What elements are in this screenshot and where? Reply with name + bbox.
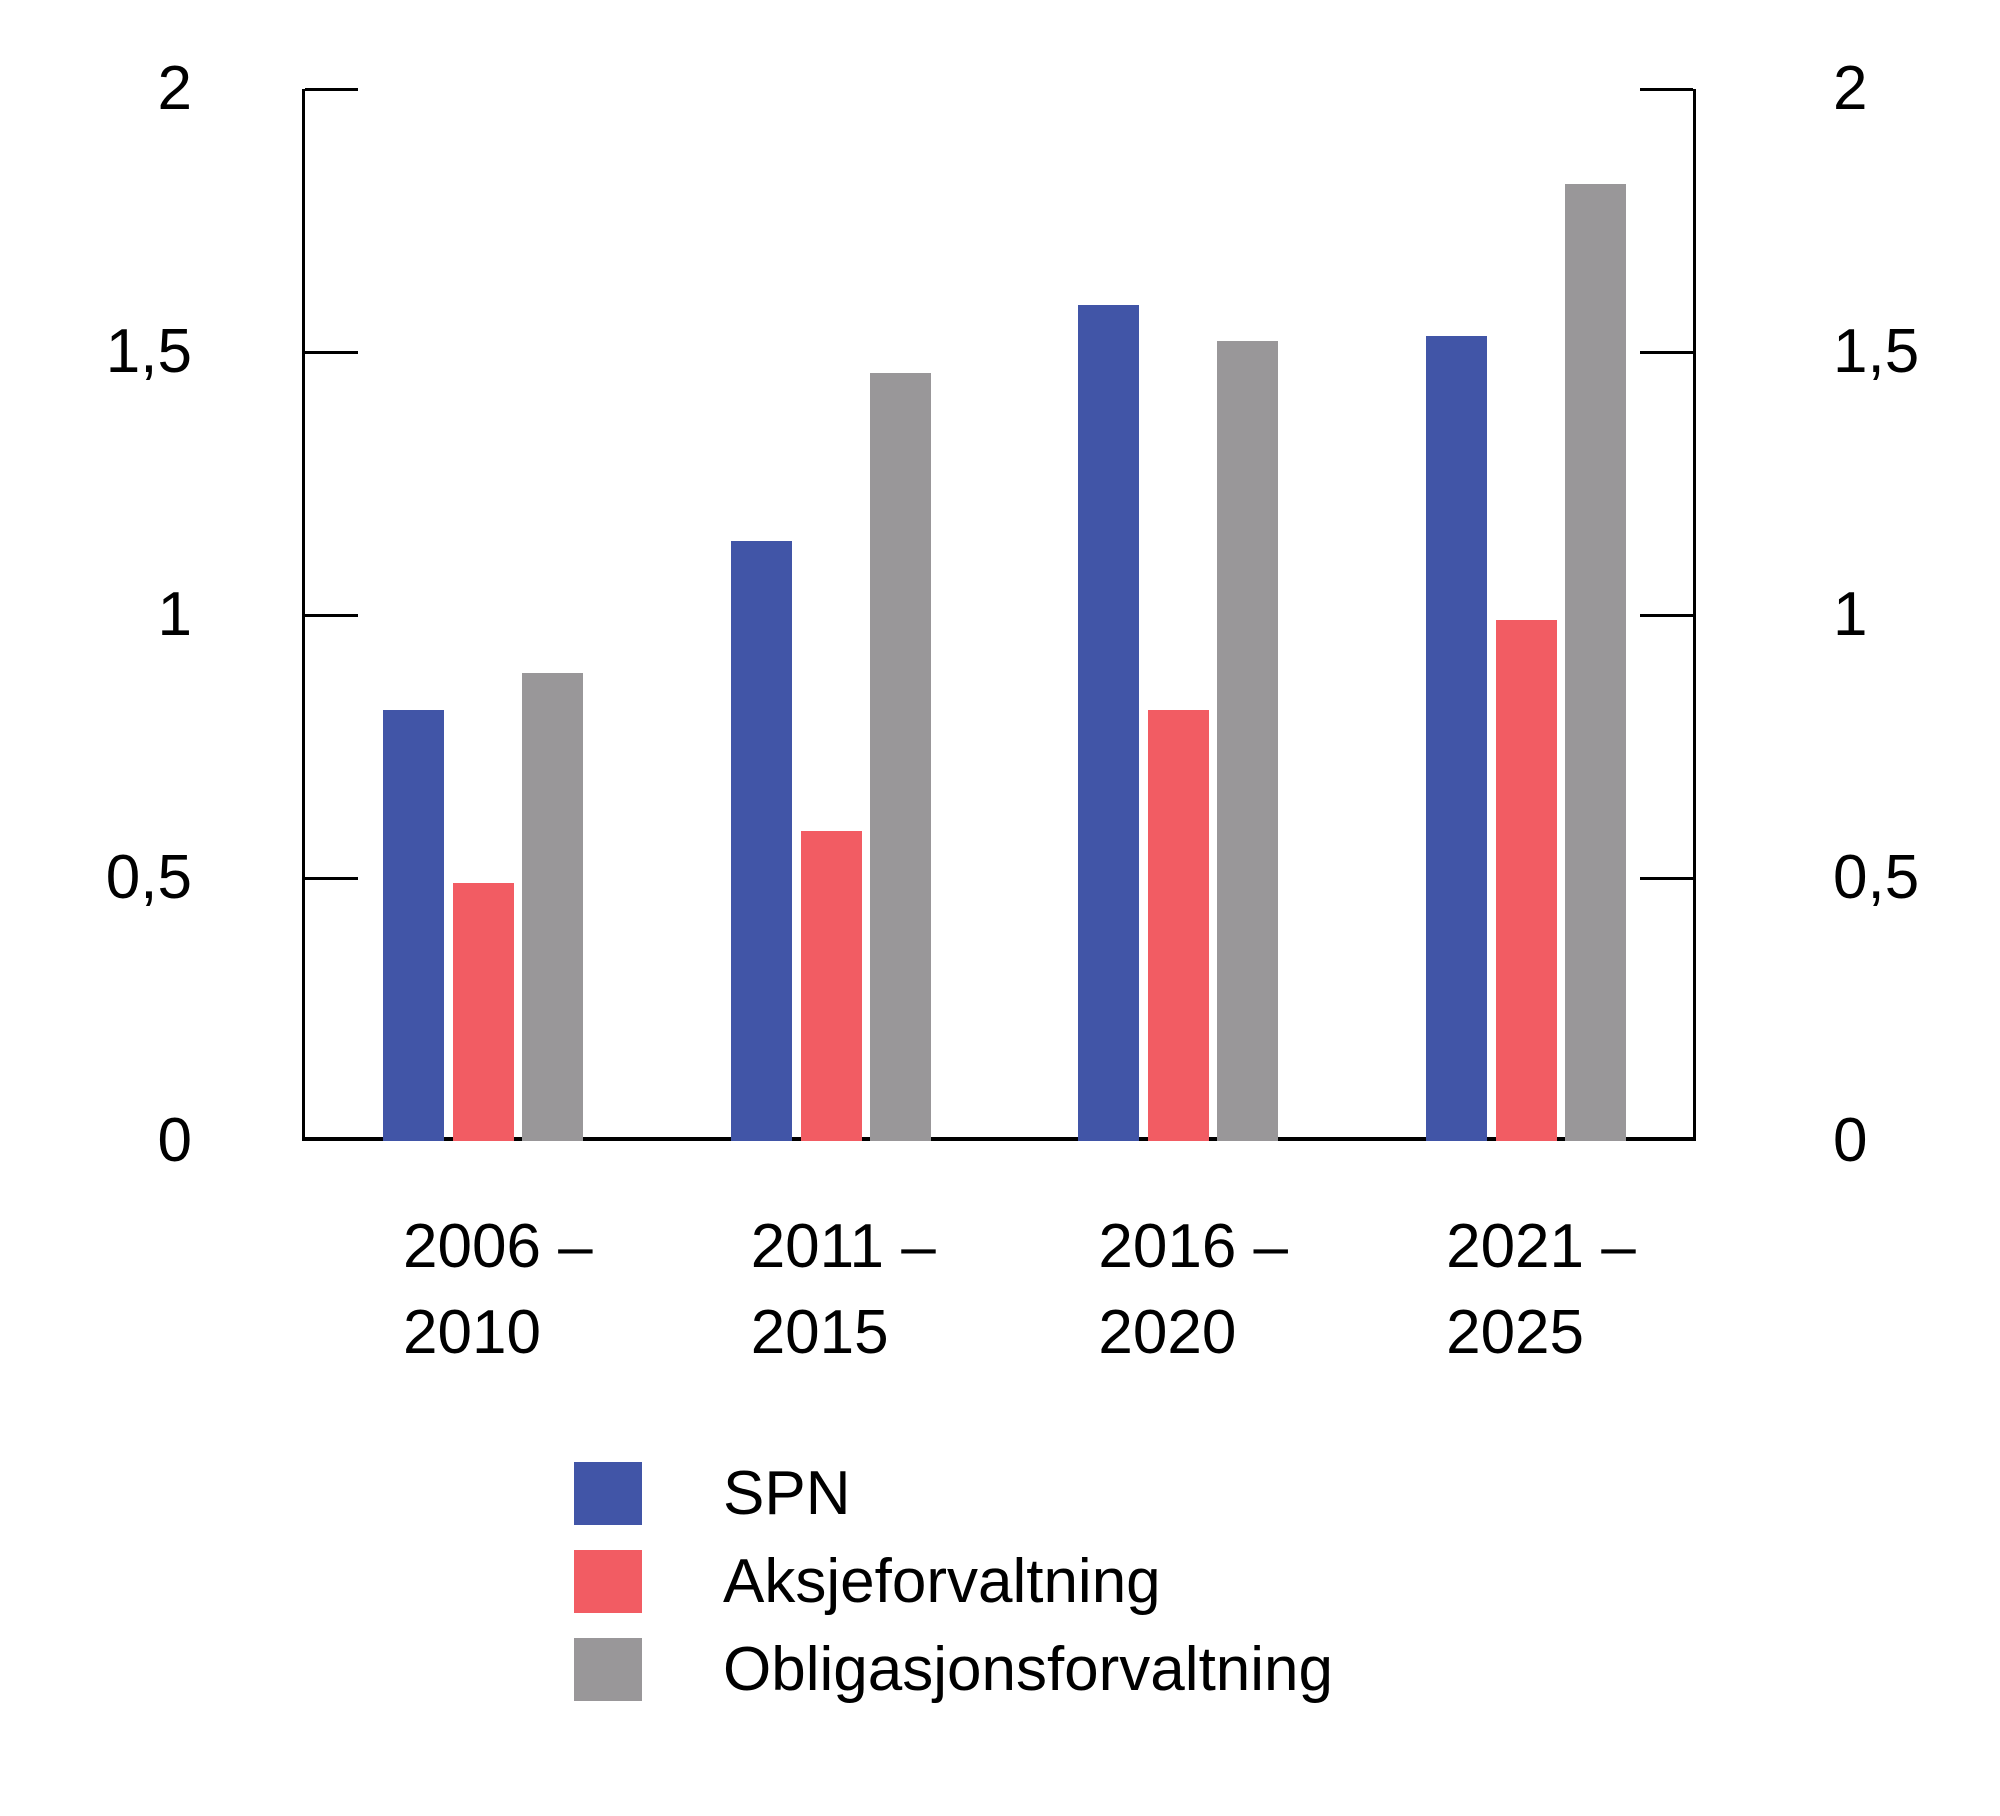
- bar-obligasjonsforvaltning-2006-2010: [522, 672, 583, 1141]
- legend-label-aksjeforvaltning: Aksjeforvaltning: [723, 1547, 1161, 1616]
- legend-item-aksjeforvaltning: Aksjeforvaltning: [574, 1547, 1333, 1616]
- y-tick-left-2: [305, 87, 358, 91]
- bar-spn-2016-2020: [1078, 304, 1140, 1141]
- bar-aksjeforvaltning-2006-2010: [453, 883, 514, 1141]
- legend-item-spn: SPN: [574, 1459, 1333, 1528]
- y-tick-right-0-5: [1640, 876, 1693, 880]
- y-axis-label-left-0-5: 0,5: [105, 843, 192, 912]
- y-axis-label-left-2: 2: [157, 54, 192, 123]
- y-tick-left-1-5: [305, 350, 358, 354]
- x-axis-label-2016-2020: 2016 – 2020: [1098, 1204, 1288, 1376]
- y-axis-label-left-1: 1: [157, 580, 192, 649]
- x-axis-label-2021-2025: 2021 – 2025: [1446, 1204, 1636, 1376]
- bar-spn-2006-2010: [383, 709, 444, 1141]
- bar-obligasjonsforvaltning-2011-2015: [869, 373, 931, 1141]
- x-axis-label-line2: 2025: [1446, 1298, 1585, 1367]
- x-axis-label-line2: 2015: [750, 1298, 889, 1367]
- legend-swatch-aksjeforvaltning: [574, 1550, 642, 1613]
- bar-spn-2011-2015: [730, 541, 792, 1141]
- y-tick-left-0-5: [305, 876, 358, 880]
- bar-spn-2021-2025: [1426, 336, 1488, 1141]
- x-axis-line: [302, 1137, 1696, 1141]
- x-axis-label-line1: 2011 –: [750, 1212, 936, 1281]
- x-axis-label-line1: 2021 –: [1446, 1212, 1636, 1281]
- y-axis-line-right: [1693, 89, 1696, 1141]
- y-tick-right-2: [1640, 87, 1693, 91]
- legend-swatch-spn: [574, 1462, 642, 1525]
- y-axis-line-left: [302, 89, 305, 1141]
- y-axis-label-right-2: 2: [1833, 54, 1868, 123]
- x-axis-label-line1: 2006 –: [403, 1212, 593, 1281]
- bar-obligasjonsforvaltning-2016-2020: [1217, 341, 1279, 1141]
- legend-item-obligasjonsforvaltning: Obligasjonsforvaltning: [574, 1635, 1333, 1704]
- y-tick-left-1: [305, 613, 358, 617]
- bar-obligasjonsforvaltning-2021-2025: [1565, 183, 1627, 1141]
- y-axis-label-left-0: 0: [157, 1106, 192, 1175]
- legend-swatch-obligasjonsforvaltning: [574, 1638, 642, 1701]
- y-tick-right-1: [1640, 613, 1693, 617]
- plot-area: [302, 87, 1696, 1141]
- y-axis-label-right-1: 1: [1833, 580, 1868, 649]
- x-axis-label-line2: 2010: [403, 1298, 541, 1367]
- x-axis-label-2011-2015: 2011 – 2015: [751, 1204, 936, 1376]
- y-axis-label-left-1-5: 1,5: [105, 317, 192, 386]
- y-axis-label-right-0: 0: [1833, 1106, 1868, 1175]
- bar-aksjeforvaltning-2011-2015: [800, 830, 862, 1141]
- bar-aksjeforvaltning-2016-2020: [1148, 709, 1210, 1141]
- x-axis-label-line2: 2020: [1098, 1298, 1237, 1367]
- x-axis-label-line1: 2016 –: [1098, 1212, 1289, 1281]
- legend-label-spn: SPN: [723, 1459, 851, 1528]
- y-axis-label-right-0-5: 0,5: [1833, 843, 1920, 912]
- legend: SPN Aksjeforvaltning Obligasjonsforvaltnin…: [574, 1459, 1333, 1726]
- legend-label-obligasjonsforvaltning: Obligasjonsforvaltning: [723, 1635, 1334, 1704]
- y-axis-label-right-1-5: 1,5: [1833, 317, 1920, 386]
- y-tick-right-1-5: [1640, 350, 1693, 354]
- x-axis-label-2006-2010: 2006 – 2010: [403, 1204, 593, 1376]
- bar-aksjeforvaltning-2021-2025: [1496, 620, 1558, 1141]
